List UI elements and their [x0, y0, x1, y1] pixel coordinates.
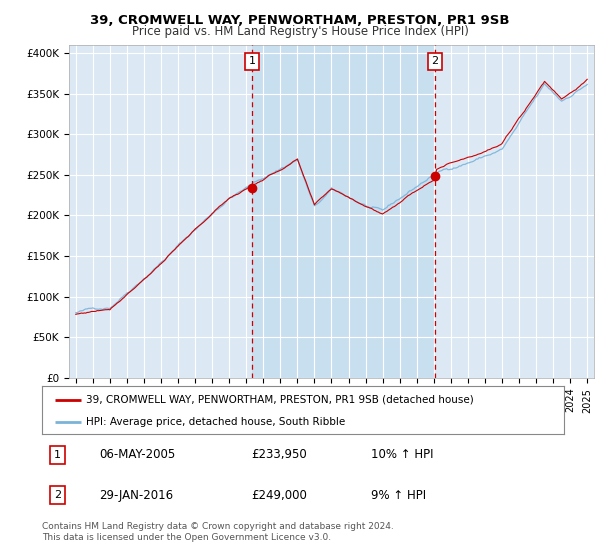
- Text: Contains HM Land Registry data © Crown copyright and database right 2024.: Contains HM Land Registry data © Crown c…: [42, 522, 394, 531]
- Text: £233,950: £233,950: [251, 448, 307, 461]
- Text: 1: 1: [54, 450, 61, 460]
- Text: 2: 2: [431, 57, 439, 67]
- Text: £249,000: £249,000: [251, 489, 307, 502]
- Text: This data is licensed under the Open Government Licence v3.0.: This data is licensed under the Open Gov…: [42, 533, 331, 542]
- Bar: [252, 45, 435, 378]
- Text: 39, CROMWELL WAY, PENWORTHAM, PRESTON, PR1 9SB (detached house): 39, CROMWELL WAY, PENWORTHAM, PRESTON, P…: [86, 395, 474, 405]
- Text: 9% ↑ HPI: 9% ↑ HPI: [371, 489, 426, 502]
- Text: 29-JAN-2016: 29-JAN-2016: [100, 489, 173, 502]
- Text: 06-MAY-2005: 06-MAY-2005: [100, 448, 176, 461]
- Text: Price paid vs. HM Land Registry's House Price Index (HPI): Price paid vs. HM Land Registry's House …: [131, 25, 469, 38]
- Text: 1: 1: [249, 57, 256, 67]
- Text: HPI: Average price, detached house, South Ribble: HPI: Average price, detached house, Sout…: [86, 417, 346, 427]
- Text: 2: 2: [54, 490, 61, 500]
- Text: 39, CROMWELL WAY, PENWORTHAM, PRESTON, PR1 9SB: 39, CROMWELL WAY, PENWORTHAM, PRESTON, P…: [90, 14, 510, 27]
- Text: 10% ↑ HPI: 10% ↑ HPI: [371, 448, 433, 461]
